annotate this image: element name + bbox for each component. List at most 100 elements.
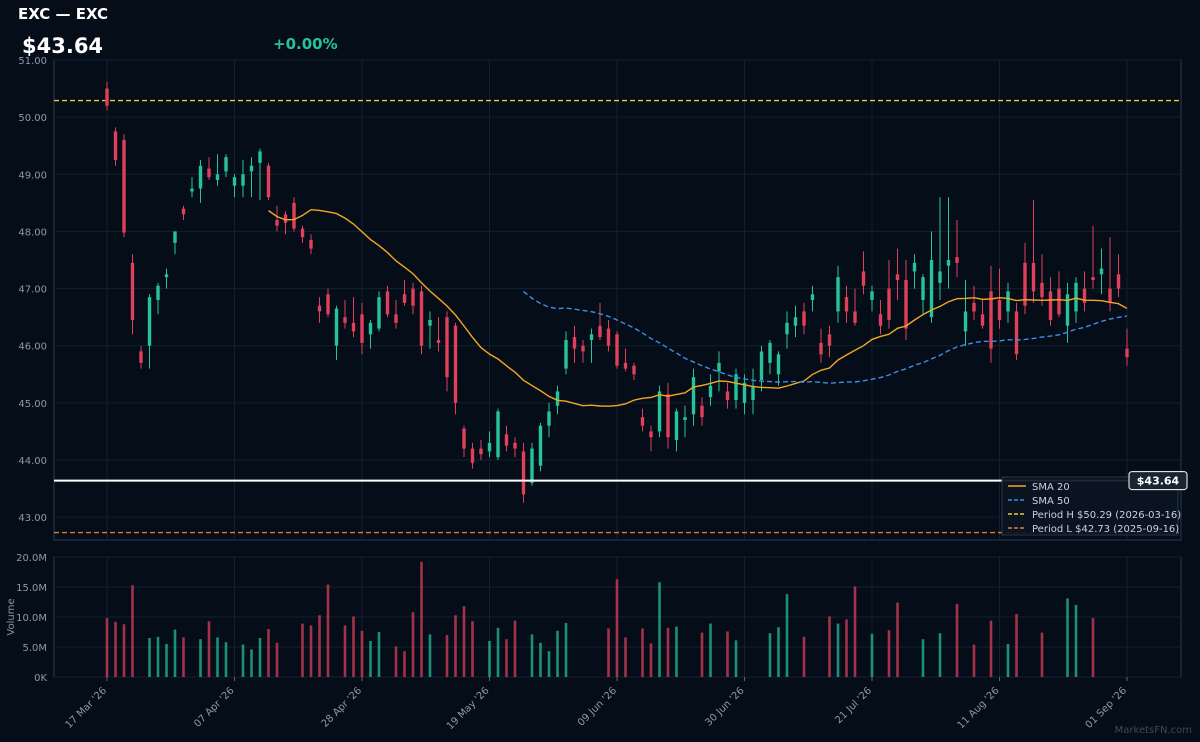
volume-bar <box>114 621 117 677</box>
candle-body <box>623 362 628 369</box>
volume-bar <box>267 629 270 677</box>
candle-body <box>147 297 152 346</box>
volume-bar <box>488 641 491 677</box>
candle-body <box>402 294 407 303</box>
candle-body <box>309 240 313 249</box>
candle-body <box>334 308 339 346</box>
candle-body <box>300 228 305 238</box>
candle-body <box>360 314 364 343</box>
candle-body <box>844 297 849 312</box>
candle-body <box>793 317 798 326</box>
volume-bar <box>870 633 874 677</box>
current-price: $43.64 <box>22 34 104 58</box>
candle-body <box>929 260 934 318</box>
candle-body <box>122 140 126 233</box>
price-tick-label: 47.00 <box>18 285 47 296</box>
candle-body <box>1082 288 1087 303</box>
volume-bar <box>921 639 925 677</box>
volume-bar <box>989 620 993 677</box>
volume-bar <box>505 639 508 677</box>
candle-body <box>972 302 976 312</box>
volume-bar <box>471 621 474 677</box>
sma20-line <box>268 208 1128 407</box>
volume-bar <box>1091 618 1095 677</box>
volume-bar <box>301 623 304 677</box>
candle-body <box>1065 294 1070 326</box>
candle-body <box>139 351 143 363</box>
candle-body <box>215 174 220 180</box>
volume-bar <box>768 633 772 677</box>
candle-body <box>113 131 118 160</box>
candle-body <box>606 328 611 346</box>
volume-bar <box>624 637 627 677</box>
volume-bar <box>352 616 355 677</box>
price-change: +0.00% <box>273 35 338 53</box>
candle-body <box>870 291 874 300</box>
volume-bar <box>369 641 372 677</box>
candle-body <box>649 431 653 438</box>
x-tick-label: 28 Apr '26 <box>320 685 364 729</box>
legend-label: Period H $50.29 (2026-03-16) <box>1032 510 1181 521</box>
volume-bar <box>182 637 185 677</box>
candle-body <box>181 208 186 215</box>
candle-body <box>564 340 568 369</box>
candle-body <box>1116 274 1121 289</box>
volume-bar <box>938 633 942 677</box>
candle-body <box>921 277 925 300</box>
price-tick-label: 46.00 <box>18 342 47 353</box>
candle-body <box>428 320 432 326</box>
candle-body <box>1006 291 1010 312</box>
volume-bar <box>326 584 330 677</box>
volume-bar <box>649 643 653 677</box>
volume-tick-label: 20.0M <box>16 553 47 564</box>
x-tick-label: 21 Jul '26 <box>833 685 874 726</box>
volume-bar <box>726 631 729 677</box>
candle-body <box>385 291 390 315</box>
volume-bar <box>428 634 432 677</box>
candle-body <box>691 377 696 415</box>
candle-body <box>453 325 458 403</box>
volume-bar <box>403 651 406 677</box>
candle-body <box>207 168 211 178</box>
candle-body <box>513 442 517 449</box>
volume-axis-label: Volume <box>6 598 17 635</box>
candle-body <box>776 354 781 375</box>
legend-label: SMA 50 <box>1032 496 1070 507</box>
volume-bar <box>275 642 279 677</box>
candle-body <box>802 311 806 326</box>
candle-body <box>640 417 645 426</box>
candle-body <box>666 394 670 438</box>
volume-bar <box>241 644 245 677</box>
candle-body <box>275 220 279 226</box>
volume-bar <box>1066 598 1069 677</box>
volume-bar <box>972 644 976 677</box>
candle-body <box>708 385 713 398</box>
candle-body <box>198 165 203 189</box>
candle-body <box>470 448 475 463</box>
volume-bar <box>887 630 891 677</box>
volume-bar <box>445 635 449 677</box>
candle-body <box>521 451 526 495</box>
price-tick-label: 50.00 <box>18 113 47 124</box>
candle-body <box>980 314 985 326</box>
candle-body <box>989 291 993 349</box>
candle-body <box>326 294 330 315</box>
volume-bar <box>454 615 457 677</box>
x-tick-label: 30 Jun '26 <box>703 685 746 728</box>
candle-body <box>394 314 398 323</box>
volume-bar <box>1040 632 1044 677</box>
volume-bar <box>896 602 899 677</box>
candle-body <box>904 280 908 329</box>
candle-body <box>1057 288 1061 315</box>
volume-bar <box>207 621 211 677</box>
candle-body <box>224 157 228 172</box>
candle-body <box>887 288 891 320</box>
volume-bar <box>564 623 568 677</box>
candle-body <box>1048 291 1053 320</box>
candle-body <box>615 334 619 366</box>
volume-bar <box>802 636 806 677</box>
candle-body <box>504 434 509 446</box>
price-tick-label: 43.00 <box>18 513 47 524</box>
volume-bar <box>675 626 678 677</box>
volume-bar <box>250 649 253 677</box>
